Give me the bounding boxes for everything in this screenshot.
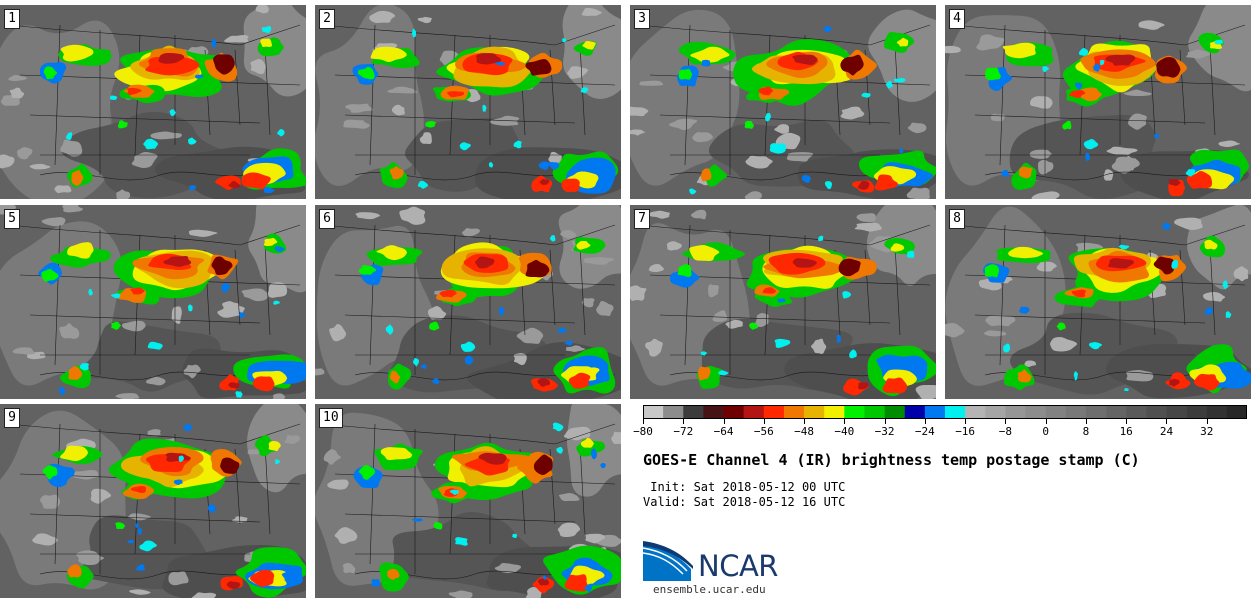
stamp-number-label: 10 xyxy=(319,408,343,428)
website-link[interactable]: ensemble.ucar.edu xyxy=(653,583,766,596)
ncar-logo xyxy=(643,541,693,581)
postage-stamp-map: 7 xyxy=(630,205,936,399)
colorbar-tick xyxy=(1206,419,1208,424)
colorbar-swatch xyxy=(1065,405,1087,419)
postage-stamp-map: 1 xyxy=(0,5,306,199)
colorbar-tick xyxy=(884,419,886,424)
colorbar-tick xyxy=(804,419,806,424)
postage-stamp-map: 9 xyxy=(0,404,306,598)
ir-satellite-map xyxy=(315,205,621,399)
colorbar-swatch xyxy=(663,405,684,419)
postage-stamp-map: 10 xyxy=(315,404,621,598)
figure-title: GOES-E Channel 4 (IR) brightness temp po… xyxy=(643,451,1140,469)
ir-satellite-map xyxy=(0,404,306,598)
colorbar-swatch xyxy=(703,405,724,419)
colorbar-tick xyxy=(643,419,644,424)
colorbar-tick-label: −32 xyxy=(874,425,895,438)
ncar-logo-text: NCAR xyxy=(698,549,778,583)
stamp-number-label: 4 xyxy=(949,9,965,29)
stamp-number-label: 3 xyxy=(634,9,650,29)
colorbar-tick-labels: −80 −72 −64 −56 −48 −40 −32 −24 −16 −8 0 8 16 24 32 xyxy=(633,419,1247,441)
postage-stamp-map: 3 xyxy=(630,5,936,199)
colorbar-swatch xyxy=(864,405,885,419)
colorbar-swatch xyxy=(1166,405,1187,419)
stamp-number-label: 7 xyxy=(634,209,650,229)
colorbar-swatch xyxy=(1226,405,1247,419)
colorbar-swatch xyxy=(1126,405,1147,419)
colorbar-swatch xyxy=(924,405,946,419)
colorbar xyxy=(643,405,1247,419)
colorbar-swatch xyxy=(965,405,986,419)
colorbar-tick xyxy=(1126,419,1128,424)
colorbar-swatch xyxy=(884,405,906,419)
valid-time: Valid: Sat 2018-05-12 16 UTC xyxy=(643,495,846,509)
colorbar-tick xyxy=(723,419,725,424)
colorbar-tick xyxy=(1045,419,1047,424)
colorbar-tick xyxy=(763,419,765,424)
colorbar-tick-label: 16 xyxy=(1119,425,1133,438)
colorbar-swatch xyxy=(904,405,926,419)
postage-stamp-map: 2 xyxy=(315,5,621,199)
colorbar-swatch xyxy=(723,405,744,419)
colorbar-tick-label: 32 xyxy=(1200,425,1214,438)
stamp-number-label: 8 xyxy=(949,209,965,229)
init-time: Init: Sat 2018-05-12 00 UTC xyxy=(643,480,846,494)
colorbar-tick xyxy=(844,419,846,424)
colorbar-tick xyxy=(965,419,967,424)
colorbar-tick-label: 0 xyxy=(1042,425,1049,438)
colorbar-tick xyxy=(683,419,685,424)
stamp-number-label: 9 xyxy=(4,408,20,428)
colorbar-tick xyxy=(924,419,926,424)
colorbar-tick xyxy=(1085,419,1087,424)
colorbar-swatch xyxy=(1186,405,1208,419)
colorbar-tick-label: −56 xyxy=(753,425,774,438)
colorbar-tick-label: −48 xyxy=(794,425,814,438)
stamp-number-label: 1 xyxy=(4,9,20,29)
colorbar-swatch xyxy=(743,405,765,419)
colorbar-swatch xyxy=(1106,405,1127,419)
postage-stamp-map: 4 xyxy=(945,5,1251,199)
colorbar-swatch xyxy=(643,405,664,419)
ir-satellite-map xyxy=(945,5,1251,199)
colorbar-swatch xyxy=(1206,405,1228,419)
colorbar-swatch xyxy=(783,405,805,419)
ir-satellite-map xyxy=(630,5,936,199)
stamp-number-label: 6 xyxy=(319,209,335,229)
colorbar-swatch xyxy=(1085,405,1107,419)
colorbar-tick-label: −72 xyxy=(673,425,694,438)
stamp-number-label: 5 xyxy=(4,209,20,229)
colorbar-tick-label: −80 xyxy=(633,425,653,438)
ir-satellite-map xyxy=(0,5,306,199)
colorbar-swatch xyxy=(1045,405,1067,419)
ir-satellite-map xyxy=(0,205,306,399)
colorbar-tick-label: −8 xyxy=(998,425,1013,438)
ir-satellite-map xyxy=(315,5,621,199)
ir-satellite-map xyxy=(630,205,936,399)
colorbar-swatch xyxy=(683,405,704,419)
colorbar-tick xyxy=(1166,419,1168,424)
colorbar-tick-label: 8 xyxy=(1082,425,1090,438)
colorbar-tick-label: 24 xyxy=(1159,425,1174,438)
ncar-logo-swoosh-icon xyxy=(643,544,691,581)
colorbar-swatch xyxy=(1146,405,1167,419)
colorbar-tick-label: −16 xyxy=(955,425,976,438)
colorbar-swatch xyxy=(945,405,966,419)
colorbar-swatch xyxy=(985,405,1006,419)
colorbar-tick-label: −24 xyxy=(914,425,935,438)
stamp-number-label: 2 xyxy=(319,9,335,29)
colorbar-swatch xyxy=(763,405,785,419)
colorbar-tick xyxy=(1005,419,1007,424)
colorbar-tick-label: −64 xyxy=(713,425,734,438)
colorbar-swatch xyxy=(804,405,825,419)
colorbar-swatch xyxy=(1005,405,1026,419)
colorbar-swatch xyxy=(824,405,845,419)
postage-stamp-map: 6 xyxy=(315,205,621,399)
colorbar-swatch xyxy=(844,405,865,419)
colorbar-tick-label: −40 xyxy=(834,425,855,438)
ir-satellite-map xyxy=(945,205,1251,399)
ir-satellite-map xyxy=(315,404,621,598)
postage-stamp-map: 5 xyxy=(0,205,306,399)
postage-stamp-map: 8 xyxy=(945,205,1251,399)
colorbar-swatch xyxy=(1025,405,1046,419)
